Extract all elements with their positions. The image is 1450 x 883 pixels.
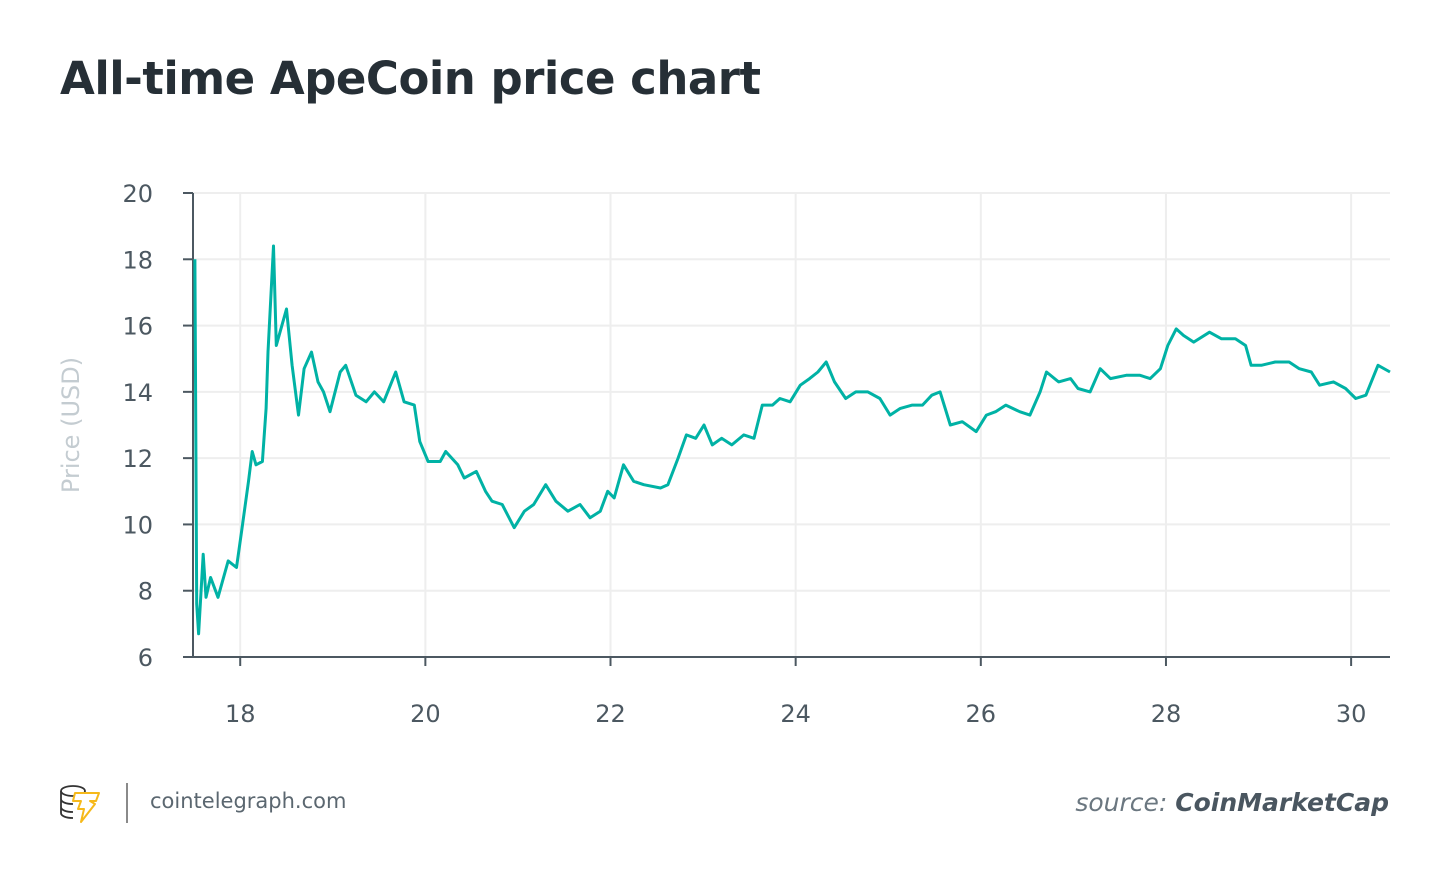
y-tick-label: 14 [122,379,153,407]
x-tick-label: 20 [410,700,441,728]
y-tick-label: 8 [138,578,153,606]
x-tick-label: 28 [1151,700,1182,728]
y-axis-label: Price (USD) [57,357,85,493]
y-tick-label: 16 [122,313,153,341]
axes [183,192,1390,666]
x-tick-label: 18 [225,700,256,728]
y-tick-label: 18 [122,246,153,274]
x-tick-label: 22 [595,700,626,728]
tick-labels: 6 8 10 12 14 16 18 20 18 20 22 24 26 28 30 [122,180,1366,728]
chart-title: All-time ApeCoin price chart [60,52,761,105]
cointelegraph-logo-icon [58,784,104,828]
price-line [193,244,1391,636]
source-prefix: source: [1075,788,1168,817]
site-name: cointelegraph.com [150,789,347,813]
y-tick-label: 12 [122,445,153,473]
source-name: CoinMarketCap [1175,788,1389,817]
footer-divider [126,783,128,823]
x-tick-label: 26 [966,700,997,728]
y-tick-label: 20 [122,180,153,208]
source-credit: source: CoinMarketCap [1075,788,1389,817]
x-tick-label: 24 [780,700,811,728]
x-tick-label: 30 [1336,700,1367,728]
y-tick-label: 10 [122,511,153,539]
y-tick-label: 6 [138,644,153,672]
grid [193,192,1390,657]
